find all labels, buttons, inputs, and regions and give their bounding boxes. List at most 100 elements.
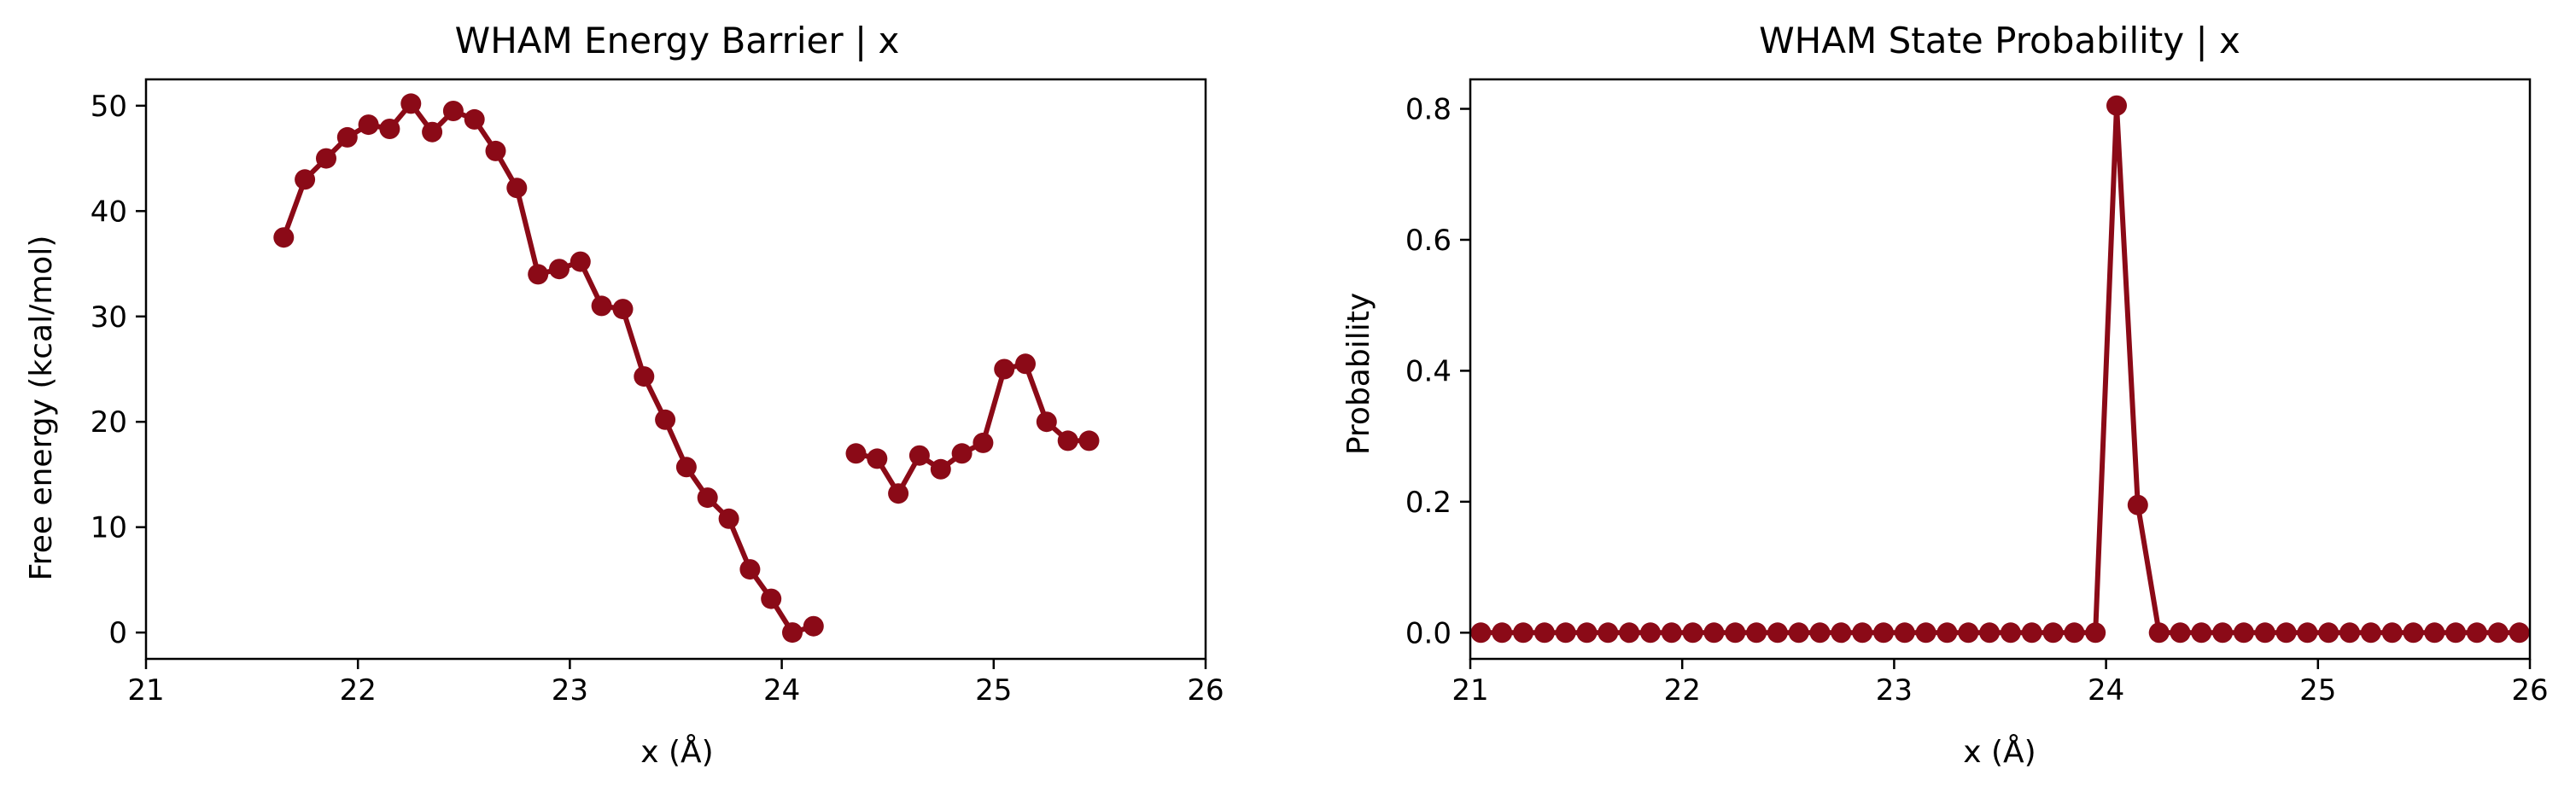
data-point bbox=[782, 622, 803, 644]
y-axis-label: Probability bbox=[1341, 293, 1376, 455]
x-tick-label: 22 bbox=[340, 673, 377, 708]
data-point bbox=[591, 295, 612, 317]
y-tick-label: 30 bbox=[91, 300, 127, 335]
data-point bbox=[2381, 622, 2403, 644]
data-point bbox=[2424, 622, 2445, 644]
data-point bbox=[994, 358, 1015, 380]
data-point bbox=[2127, 494, 2148, 515]
y-tick-label: 50 bbox=[91, 90, 127, 124]
x-tick-label: 22 bbox=[1664, 673, 1701, 708]
data-point bbox=[2170, 622, 2191, 644]
x-axis-label: x (Å) bbox=[1963, 733, 2036, 770]
data-point bbox=[464, 108, 485, 130]
data-point bbox=[528, 264, 549, 285]
data-point bbox=[358, 114, 379, 136]
data-point bbox=[2318, 622, 2339, 644]
x-axis-label: x (Å) bbox=[640, 733, 713, 770]
data-point bbox=[2064, 622, 2085, 644]
data-point bbox=[316, 148, 336, 169]
data-point bbox=[400, 93, 422, 114]
data-point bbox=[1958, 622, 1979, 644]
data-point bbox=[1703, 622, 1725, 644]
data-point bbox=[336, 126, 358, 148]
data-point bbox=[2021, 622, 2042, 644]
plot-frame bbox=[1469, 78, 2532, 661]
chart-title: WHAM Energy Barrier | x bbox=[455, 20, 900, 61]
y-tick-label: 10 bbox=[91, 511, 127, 545]
data-point bbox=[1682, 622, 1703, 644]
data-point bbox=[1873, 622, 1894, 644]
y-tick-label: 0.0 bbox=[1405, 616, 1452, 650]
data-point bbox=[2297, 622, 2318, 644]
x-tick-label: 26 bbox=[1187, 673, 1224, 708]
data-point bbox=[485, 140, 506, 161]
data-point bbox=[1894, 622, 1915, 644]
axis-ticks: 21 22 23 24 25 26 0.0 0.2 0.4 0.6 0.8 bbox=[1405, 93, 2549, 708]
data-point bbox=[442, 101, 464, 121]
data-point bbox=[2403, 622, 2424, 644]
data-point bbox=[2212, 622, 2234, 644]
data-point bbox=[2360, 622, 2381, 644]
y-tick-label: 0.2 bbox=[1405, 486, 1452, 520]
data-point bbox=[2339, 622, 2360, 644]
y-tick-label: 40 bbox=[91, 195, 127, 229]
series-free-energy bbox=[273, 93, 1100, 644]
data-point bbox=[803, 615, 824, 637]
data-point bbox=[634, 366, 655, 387]
data-point bbox=[2275, 622, 2297, 644]
data-point bbox=[1852, 622, 1873, 644]
y-tick-label: 0.4 bbox=[1405, 354, 1452, 388]
data-point bbox=[888, 483, 909, 504]
data-point bbox=[1015, 353, 1036, 375]
series-probability bbox=[1470, 95, 2530, 644]
data-point bbox=[1640, 622, 1661, 644]
data-point bbox=[1788, 622, 1809, 644]
data-point bbox=[273, 227, 295, 248]
chart-title: WHAM State Probability | x bbox=[1759, 20, 2240, 61]
x-tick-label: 23 bbox=[552, 673, 588, 708]
data-point bbox=[1078, 430, 1100, 451]
data-point bbox=[1746, 622, 1767, 644]
data-point bbox=[379, 119, 400, 139]
data-point bbox=[1470, 622, 1492, 644]
energy-barrier-chart: WHAM Energy Barrier | x x (Å) Free energ… bbox=[24, 20, 1224, 770]
axis-ticks: 21 22 23 24 25 26 0 10 20 30 40 50 bbox=[91, 90, 1224, 708]
x-tick-label: 25 bbox=[2299, 673, 2336, 708]
data-point bbox=[1576, 622, 1598, 644]
data-point bbox=[422, 121, 443, 143]
state-probability-chart: WHAM State Probability | x x (Å) Probabi… bbox=[1341, 20, 2549, 770]
data-point bbox=[295, 169, 316, 190]
data-point bbox=[1513, 622, 1533, 644]
data-point bbox=[655, 409, 676, 430]
data-point bbox=[1809, 622, 1831, 644]
data-point bbox=[2106, 95, 2127, 116]
data-point bbox=[1598, 622, 1619, 644]
y-tick-label: 20 bbox=[91, 405, 127, 440]
x-tick-label: 21 bbox=[127, 673, 164, 708]
data-point bbox=[549, 259, 570, 280]
data-point bbox=[2042, 622, 2064, 644]
data-point bbox=[761, 588, 782, 609]
y-tick-label: 0.6 bbox=[1405, 224, 1452, 258]
x-tick-label: 24 bbox=[763, 673, 800, 708]
data-point bbox=[951, 443, 973, 464]
y-tick-label: 0.8 bbox=[1405, 93, 1452, 127]
data-point bbox=[718, 508, 739, 529]
data-point bbox=[1057, 430, 1078, 451]
x-tick-label: 24 bbox=[2088, 673, 2124, 708]
data-point bbox=[739, 559, 761, 580]
data-point bbox=[506, 178, 528, 199]
plot-frame bbox=[144, 78, 1207, 661]
data-point bbox=[1831, 622, 1852, 644]
data-point bbox=[1661, 622, 1682, 644]
data-point bbox=[1725, 622, 1746, 644]
data-point bbox=[1492, 622, 1513, 644]
data-point bbox=[930, 458, 951, 480]
data-point bbox=[1979, 622, 2001, 644]
data-point bbox=[908, 445, 930, 466]
x-tick-label: 23 bbox=[1876, 673, 1913, 708]
y-tick-label: 0 bbox=[108, 616, 127, 650]
data-point bbox=[1767, 622, 1788, 644]
data-point bbox=[2148, 622, 2170, 644]
data-point bbox=[675, 457, 697, 478]
